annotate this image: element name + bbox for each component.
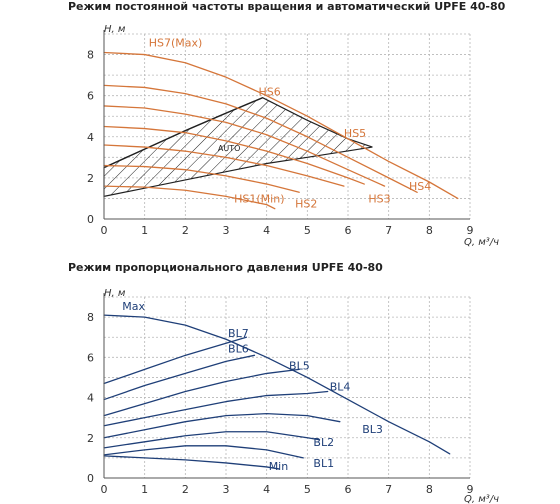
y-tick-label: 6 <box>87 90 94 103</box>
x-tick-label: 9 <box>467 224 474 237</box>
curve-label: HS7(Max) <box>149 36 203 49</box>
series-line-hs7-max <box>103 51 459 200</box>
x-tick-label: 1 <box>141 483 148 496</box>
series-line-bl3 <box>103 412 341 439</box>
x-tick-label: 7 <box>385 483 392 496</box>
chart1-xlabel: Q, м³/ч <box>464 237 499 248</box>
x-tick-label: 0 <box>101 483 108 496</box>
curve-label: Max <box>122 300 145 313</box>
x-tick-label: 0 <box>101 224 108 237</box>
series-line-min <box>103 455 280 470</box>
chart2-series-lines <box>103 314 451 470</box>
x-tick-label: 9 <box>467 483 474 496</box>
chart2-xlabel: Q, м³/ч <box>464 494 499 504</box>
curve-label: HS5 <box>344 127 366 140</box>
series-line-hs1-min <box>103 185 276 210</box>
x-tick-label: 4 <box>263 224 270 237</box>
series-line-bl7 <box>103 336 247 385</box>
x-tick-label: 8 <box>426 483 433 496</box>
x-tick-label: 3 <box>223 224 230 237</box>
x-tick-label: 8 <box>426 224 433 237</box>
proportional-pressure-chart: Режим пропорционального давления UPFE 40… <box>68 261 499 504</box>
y-tick-label: 2 <box>87 432 94 445</box>
curve-label: HS2 <box>295 198 317 211</box>
y-tick-label: 8 <box>87 311 94 324</box>
x-tick-label: 4 <box>263 483 270 496</box>
chart2-curve-labels: Max BL7 BL6 BL5 BL4 BL3 BL2 BL1 Min <box>122 300 383 473</box>
x-tick-label: 5 <box>304 483 311 496</box>
curve-label: BL4 <box>330 381 351 394</box>
series-line-hs2 <box>103 164 300 193</box>
x-tick-label: 5 <box>304 224 311 237</box>
chart1-series-lines <box>103 51 459 210</box>
chart1-axes <box>103 30 470 220</box>
chart1-title: Режим постоянной частоты вращения и авто… <box>68 0 506 13</box>
chart1-tick-labels: 0 1 2 3 4 5 6 7 8 9 0 2 4 6 8 <box>87 49 474 237</box>
x-tick-label: 6 <box>345 483 352 496</box>
constant-speed-chart: Режим постоянной частоты вращения и авто… <box>68 0 506 248</box>
x-tick-label: 7 <box>385 224 392 237</box>
curve-label: Min <box>269 460 289 473</box>
curve-label: HS6 <box>259 86 281 99</box>
curve-label: BL7 <box>228 327 249 340</box>
series-line-bl4 <box>103 390 329 427</box>
y-tick-label: 6 <box>87 351 94 364</box>
y-tick-label: 4 <box>87 131 94 144</box>
x-tick-label: 2 <box>182 483 189 496</box>
auto-region-label: AUTO <box>218 144 241 153</box>
curve-label: BL1 <box>313 457 334 470</box>
series-line-hs4 <box>103 125 365 185</box>
series-line-bl1 <box>103 445 304 459</box>
series-line-hs6 <box>103 84 418 193</box>
chart2-axes <box>103 293 470 479</box>
curve-label: BL3 <box>362 423 383 436</box>
y-tick-label: 4 <box>87 392 94 405</box>
curve-label: BL6 <box>228 342 249 355</box>
curve-label: HS3 <box>368 193 390 206</box>
series-line-max <box>103 314 451 455</box>
y-tick-label: 2 <box>87 172 94 185</box>
chart1-ylabel: H, м <box>104 24 126 35</box>
curve-label: HS4 <box>409 180 431 193</box>
series-line-bl2 <box>103 431 321 449</box>
x-tick-label: 3 <box>223 483 230 496</box>
series-line-hs3 <box>103 144 345 187</box>
curve-label: BL2 <box>313 436 334 449</box>
series-line-bl5 <box>103 368 300 417</box>
series-line-hs5 <box>103 105 386 187</box>
x-tick-label: 1 <box>141 224 148 237</box>
chart2-ylabel: H, м <box>104 288 126 299</box>
y-tick-label: 0 <box>87 472 94 485</box>
curve-label: HS1(Min) <box>234 193 284 206</box>
chart2-grid <box>104 296 471 478</box>
y-tick-label: 8 <box>87 49 94 62</box>
chart2-tick-labels: 0 1 2 3 4 5 6 7 8 9 0 2 4 6 8 <box>87 311 474 496</box>
curve-label: BL5 <box>289 359 310 372</box>
x-tick-label: 2 <box>182 224 189 237</box>
x-tick-label: 6 <box>345 224 352 237</box>
series-line-bl6 <box>103 354 256 401</box>
chart1-curve-labels: HS7(Max) HS6 HS5 HS4 HS3 HS2 HS1(Min) <box>149 36 432 210</box>
chart2-title: Режим пропорционального давления UPFE 40… <box>68 261 383 274</box>
y-tick-label: 0 <box>87 213 94 226</box>
